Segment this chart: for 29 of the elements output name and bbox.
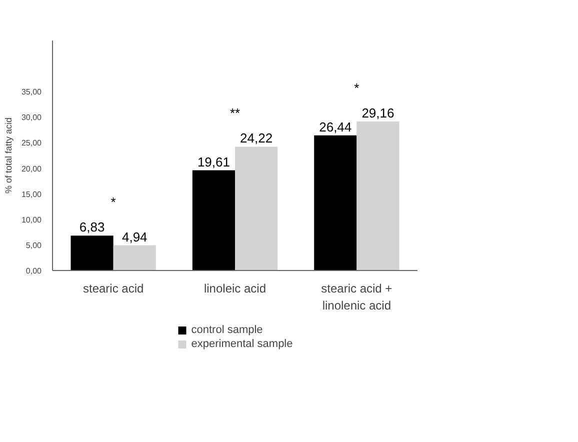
bar xyxy=(192,170,235,270)
legend-label: control sample xyxy=(191,324,263,336)
y-tick-label: 5,00 xyxy=(26,240,42,250)
y-axis-title: % of total fatty acid xyxy=(3,117,14,194)
bar xyxy=(314,135,357,270)
y-tick-label: 0,00 xyxy=(26,266,42,276)
legend-label: experimental sample xyxy=(191,338,293,350)
annotation: ** xyxy=(230,106,240,121)
y-tick-label: 20,00 xyxy=(21,164,42,174)
annotation: * xyxy=(354,80,360,96)
bar xyxy=(235,146,278,270)
data-label: 29,16 xyxy=(362,105,394,120)
annotation: * xyxy=(110,194,116,210)
bar xyxy=(70,236,114,270)
y-tick-label: 35,00 xyxy=(21,88,42,97)
y-tick-label: 15,00 xyxy=(21,190,42,199)
data-label: 6,83 xyxy=(79,220,105,235)
data-label: 26,44 xyxy=(319,119,352,134)
x-tick-label: stearic acid xyxy=(82,282,144,296)
x-tick-label: stearic acid + linolenic acid xyxy=(321,282,392,312)
bar xyxy=(356,121,400,270)
bar xyxy=(113,245,156,270)
data-label: 4,94 xyxy=(122,229,148,244)
data-label: 24,22 xyxy=(240,130,273,146)
y-tick-label: 30,00 xyxy=(21,113,42,122)
data-label: 19,61 xyxy=(197,154,230,170)
y-tick-label: 10,00 xyxy=(21,215,42,224)
y-tick-label: 25,00 xyxy=(21,138,42,148)
x-tick-label: linoleic acid xyxy=(204,282,266,296)
